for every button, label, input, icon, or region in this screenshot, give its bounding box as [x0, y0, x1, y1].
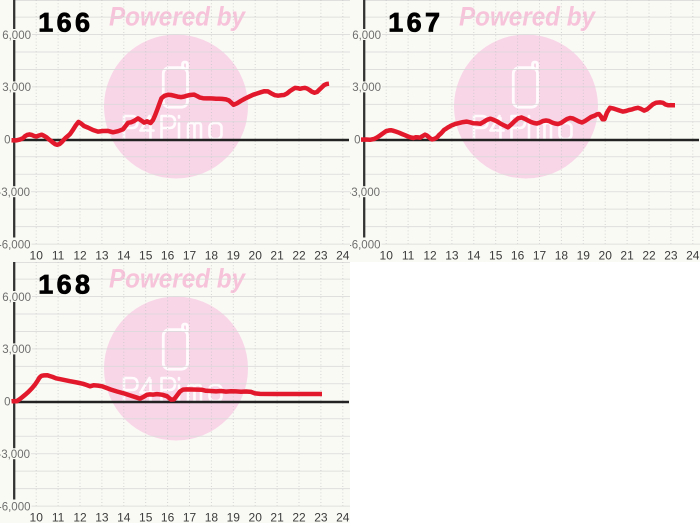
svg-text:12: 12	[423, 249, 437, 263]
svg-text:22: 22	[292, 511, 306, 523]
svg-text:21: 21	[270, 249, 284, 263]
svg-text:11: 11	[402, 249, 415, 263]
svg-text:24: 24	[336, 249, 350, 263]
svg-text:3,000: 3,000	[2, 82, 31, 94]
svg-text:167: 167	[388, 8, 443, 38]
svg-text:Powered by: Powered by	[109, 2, 246, 32]
svg-text:11: 11	[52, 249, 65, 263]
svg-text:14: 14	[117, 249, 131, 263]
svg-text:23: 23	[314, 511, 328, 523]
svg-text:18: 18	[555, 249, 569, 263]
svg-text:-3,000: -3,000	[350, 187, 380, 199]
svg-text:3,000: 3,000	[2, 344, 31, 356]
svg-text:6,000: 6,000	[2, 292, 31, 304]
svg-text:10: 10	[30, 249, 44, 263]
svg-text:15: 15	[139, 511, 153, 523]
svg-text:13: 13	[445, 249, 459, 263]
svg-text:-6,000: -6,000	[0, 239, 31, 251]
svg-text:14: 14	[117, 511, 131, 523]
svg-text:11: 11	[52, 511, 65, 523]
svg-text:24: 24	[336, 511, 350, 523]
svg-text:23: 23	[664, 249, 678, 263]
svg-text:-3,000: -3,000	[0, 449, 30, 461]
svg-text:12: 12	[73, 249, 87, 263]
svg-text:168: 168	[38, 270, 93, 300]
svg-text:3,000: 3,000	[352, 82, 381, 94]
svg-text:6,000: 6,000	[2, 30, 31, 42]
svg-text:21: 21	[620, 249, 634, 263]
svg-text:22: 22	[292, 249, 306, 263]
svg-text:-3,000: -3,000	[0, 187, 30, 199]
svg-text:6,000: 6,000	[352, 30, 381, 42]
svg-text:10: 10	[380, 249, 394, 263]
svg-text:18: 18	[205, 511, 219, 523]
svg-text:19: 19	[577, 249, 591, 263]
svg-text:16: 16	[161, 249, 175, 263]
svg-text:20: 20	[249, 249, 263, 263]
svg-text:15: 15	[139, 249, 153, 263]
svg-text:0: 0	[4, 397, 10, 409]
svg-text:Powered by: Powered by	[459, 2, 596, 32]
svg-text:18: 18	[205, 249, 219, 263]
svg-text:23: 23	[314, 249, 328, 263]
svg-text:-6,000: -6,000	[0, 501, 31, 513]
svg-text:166: 166	[38, 8, 93, 38]
svg-text:15: 15	[489, 249, 503, 263]
svg-text:14: 14	[467, 249, 481, 263]
svg-text:13: 13	[95, 511, 109, 523]
svg-text:10: 10	[30, 511, 44, 523]
svg-text:-6,000: -6,000	[350, 239, 381, 251]
svg-text:20: 20	[249, 511, 263, 523]
svg-text:12: 12	[73, 511, 87, 523]
svg-text:19: 19	[227, 511, 241, 523]
svg-text:17: 17	[183, 511, 197, 523]
svg-text:20: 20	[599, 249, 613, 263]
svg-text:13: 13	[95, 249, 109, 263]
svg-text:21: 21	[270, 511, 284, 523]
svg-text:19: 19	[227, 249, 241, 263]
svg-text:16: 16	[161, 511, 175, 523]
svg-text:22: 22	[642, 249, 656, 263]
svg-text:Powered by: Powered by	[109, 264, 246, 294]
svg-text:16: 16	[511, 249, 525, 263]
svg-text:0: 0	[4, 135, 10, 147]
svg-text:24: 24	[686, 249, 700, 263]
svg-text:17: 17	[183, 249, 197, 263]
svg-text:17: 17	[533, 249, 547, 263]
svg-text:0: 0	[354, 135, 360, 147]
